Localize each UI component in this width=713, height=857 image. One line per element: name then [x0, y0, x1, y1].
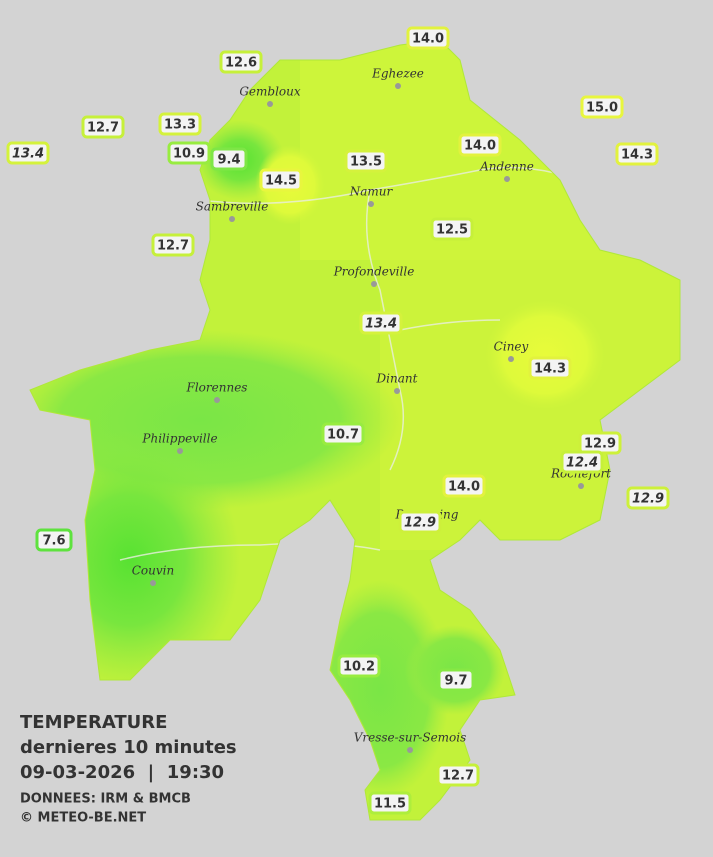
city-dot	[371, 281, 377, 287]
station-box	[151, 233, 195, 257]
legend-subtitle: dernieres 10 minutes	[20, 737, 237, 758]
station-value: 14.3	[621, 148, 653, 163]
station-box	[442, 474, 486, 498]
station-box	[81, 115, 125, 139]
city-label: Philippeville	[141, 432, 217, 446]
station-value: 12.5	[436, 223, 468, 238]
legend-title: TEMPERATURE	[20, 712, 167, 733]
station-box	[430, 217, 474, 241]
station-value: 12.7	[442, 769, 474, 784]
city-dot	[214, 397, 220, 403]
station-value: 13.3	[164, 118, 196, 133]
station-box	[560, 450, 604, 474]
city-label: Florennes	[186, 381, 248, 395]
station-box	[259, 168, 303, 192]
station-box	[626, 486, 670, 510]
station-value: 9.7	[444, 674, 467, 689]
city-label: Vresse-sur-Semois	[354, 731, 467, 745]
city-label: Gembloux	[239, 85, 301, 99]
station-value: 14.0	[448, 480, 480, 495]
city-dot	[267, 101, 273, 107]
city-dot	[150, 580, 156, 586]
station-box	[6, 141, 50, 165]
station-box	[580, 95, 624, 119]
station-value: 13.5	[350, 155, 382, 170]
station-box	[359, 311, 403, 335]
city-dot	[508, 356, 514, 362]
station-box	[35, 528, 73, 552]
station-box	[219, 50, 263, 74]
station-value: 10.2	[343, 660, 375, 675]
station-value: 7.6	[42, 534, 65, 549]
station-value: 13.4	[365, 317, 397, 332]
city-dot	[177, 448, 183, 454]
station-value: 14.0	[464, 139, 496, 154]
station-box	[167, 141, 211, 165]
station-value: 12.9	[632, 492, 664, 507]
station-box	[321, 422, 365, 446]
city-dot	[394, 388, 400, 394]
city-label: Namur	[349, 185, 394, 199]
station-value: 14.5	[265, 174, 297, 189]
station-value: 14.0	[412, 32, 444, 47]
city-dot	[504, 176, 510, 182]
station-box	[368, 791, 412, 815]
legend-source: DONNEES: IRM & BMCB	[20, 792, 191, 807]
station-box	[337, 654, 381, 678]
city-dot	[229, 216, 235, 222]
station-value: 12.6	[225, 56, 257, 71]
station-value: 13.4	[12, 147, 44, 162]
station-value: 10.7	[327, 428, 359, 443]
station-box	[406, 26, 450, 50]
city-label: Couvin	[132, 564, 174, 578]
station-value: 12.9	[404, 516, 436, 531]
city-label: Ciney	[494, 340, 529, 354]
station-box	[158, 112, 202, 136]
station-box	[436, 763, 480, 787]
station-box	[344, 149, 388, 173]
city-label: Sambreville	[196, 200, 269, 214]
legend-copyright: © METEO-BE.NET	[20, 811, 146, 826]
station-value: 15.0	[586, 101, 618, 116]
station-box	[528, 356, 572, 380]
city-dot	[578, 483, 584, 489]
station-value: 9.4	[217, 153, 240, 168]
station-value: 12.4	[566, 456, 598, 471]
city-dot	[368, 201, 374, 207]
station-value: 14.3	[534, 362, 566, 377]
station-value: 12.9	[584, 437, 616, 452]
station-value: 12.7	[157, 239, 189, 254]
station-value: 12.7	[87, 121, 119, 136]
city-dot	[395, 83, 401, 89]
city-label: Andenne	[479, 160, 534, 174]
city-label: Profondeville	[333, 265, 415, 279]
legend-timestamp: 09-03-2026 | 19:30	[20, 762, 224, 783]
station-value: 10.9	[173, 147, 205, 162]
station-box	[615, 142, 659, 166]
city-label: Dinant	[376, 372, 418, 386]
station-box	[437, 668, 475, 692]
station-box	[458, 133, 502, 157]
station-value: 11.5	[374, 797, 406, 812]
station-box	[210, 147, 248, 171]
station-box	[398, 510, 442, 534]
city-label: Eghezee	[371, 67, 424, 81]
city-dot	[407, 747, 413, 753]
